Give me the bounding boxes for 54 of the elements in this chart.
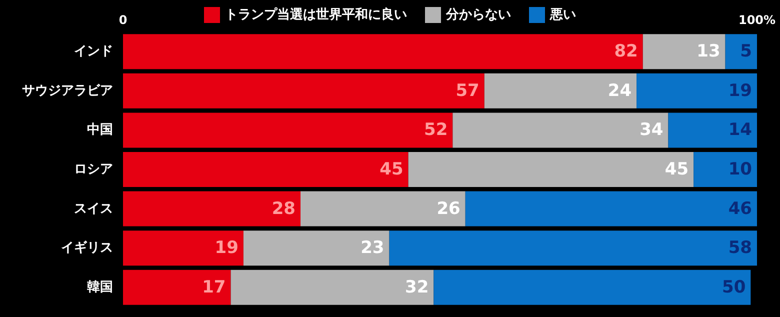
bar (484, 73, 637, 108)
bar (434, 270, 751, 305)
bar (725, 34, 757, 70)
data-label: 5 (740, 42, 752, 62)
data-label: 82 (614, 42, 638, 62)
bar (123, 73, 484, 108)
bar (408, 152, 694, 187)
data-label: 26 (436, 198, 460, 219)
data-label: 14 (728, 120, 752, 140)
bar (452, 112, 668, 148)
data-label: 34 (640, 120, 664, 140)
data-label: 58 (728, 238, 752, 258)
x-tick-label: 0 (118, 13, 128, 27)
data-label: 19 (728, 80, 752, 101)
data-label: 13 (696, 42, 720, 62)
bar (123, 112, 453, 148)
bar (123, 191, 301, 226)
data-label: 45 (664, 160, 689, 180)
legend-label: 分からない (445, 8, 511, 22)
y-tick-label: インド (74, 44, 113, 60)
bar (694, 152, 757, 187)
bar (668, 112, 757, 148)
data-label: 10 (728, 160, 752, 180)
bar (642, 34, 726, 70)
bar (243, 230, 390, 266)
data-label: 19 (214, 238, 238, 258)
data-label: 24 (608, 80, 632, 101)
y-tick-label: ロシア (74, 162, 113, 177)
data-label: 28 (272, 198, 296, 219)
data-label: 45 (380, 160, 404, 180)
bar (230, 270, 434, 305)
bar (300, 191, 466, 226)
x-tick-label: 100% (738, 13, 776, 27)
data-label: 17 (202, 277, 226, 298)
legend-label: 悪い (549, 8, 576, 22)
y-tick-label: サウジアラビア (22, 83, 113, 98)
data-label: 23 (360, 238, 384, 258)
bar (123, 270, 231, 305)
bar (123, 152, 408, 187)
bar (636, 73, 757, 108)
bar (123, 34, 643, 70)
y-tick-label: 中国 (87, 122, 113, 138)
legend-label: トランプ当選は世界平和に良い (225, 6, 407, 22)
y-tick-label: イギリス (61, 240, 113, 256)
y-tick-label: スイス (74, 201, 113, 216)
bar (465, 191, 757, 226)
data-label: 52 (424, 120, 448, 140)
y-tick-label: 韓国 (87, 280, 113, 295)
data-label: 46 (728, 198, 752, 219)
bar (123, 230, 244, 266)
data-label: 50 (722, 277, 746, 298)
data-label: 57 (456, 80, 480, 101)
data-label: 32 (404, 277, 429, 298)
bar (389, 230, 757, 266)
